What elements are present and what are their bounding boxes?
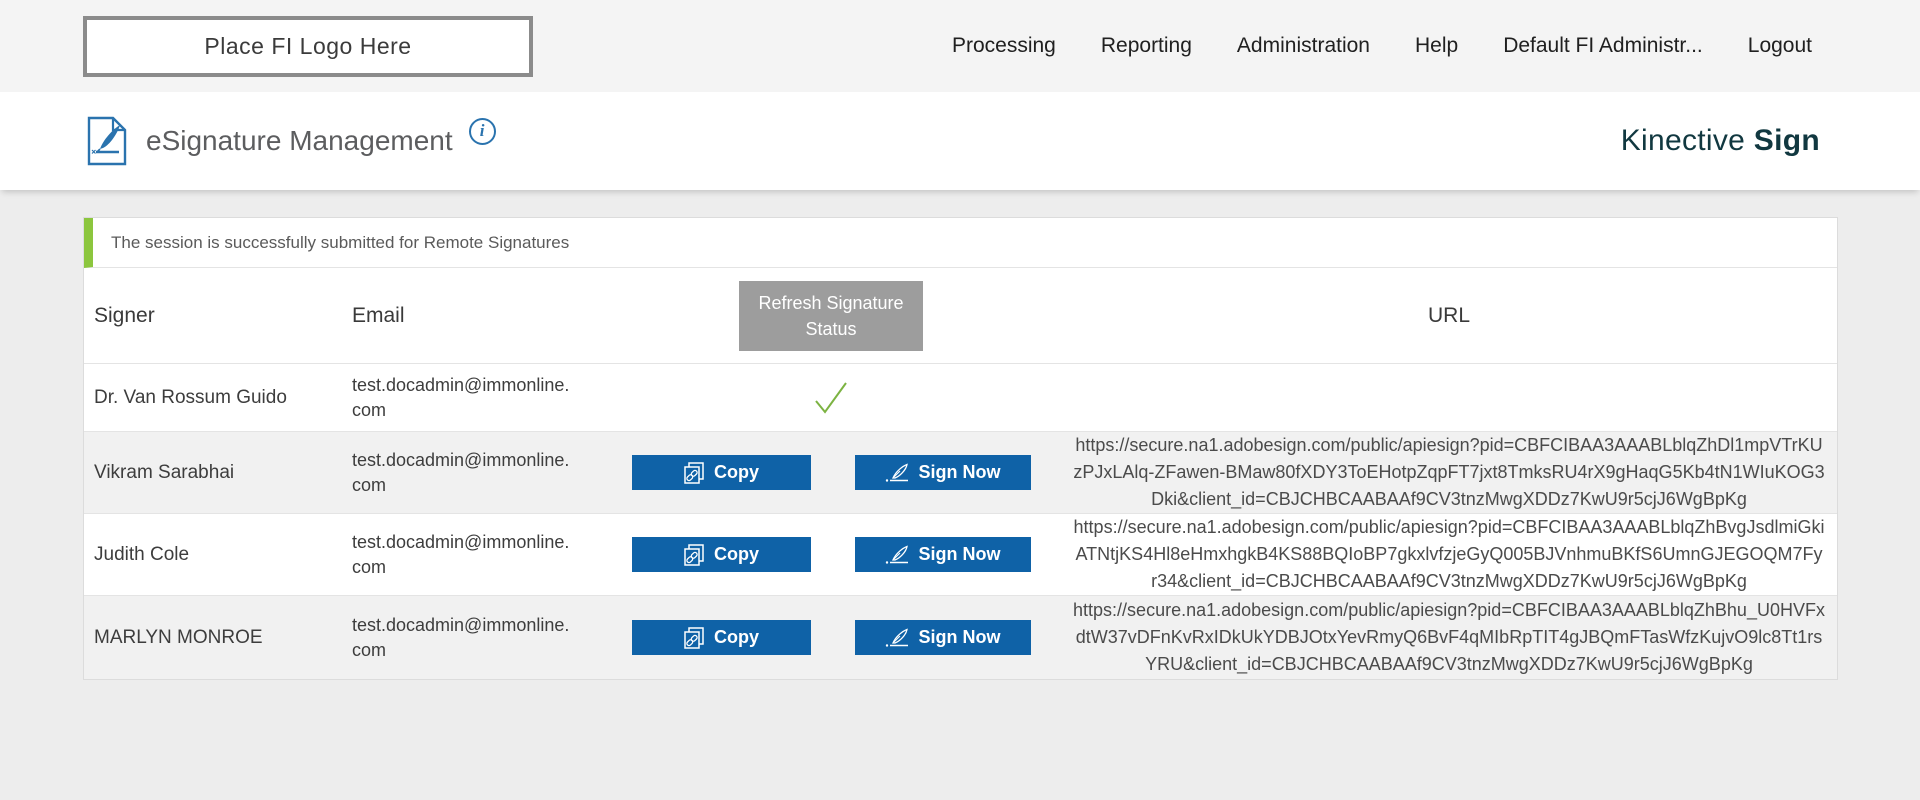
table-row: Dr. Van Rossum Guido test.docadmin@immon…	[84, 363, 1837, 431]
signature-status-cell: Copy Sign Now	[601, 596, 1061, 679]
signing-url: https://secure.na1.adobesign.com/public/…	[1073, 435, 1825, 509]
nav-item-current-user[interactable]: Default FI Administr...	[1503, 34, 1703, 57]
column-header-signer: Signer	[94, 303, 155, 327]
info-icon[interactable]: i	[468, 117, 496, 145]
sign-now-button[interactable]: Sign Now	[854, 455, 1031, 490]
signing-url: https://secure.na1.adobesign.com/public/…	[1073, 600, 1825, 674]
table-row: MARLYN MONROE test.docadmin@immonline.co…	[84, 595, 1837, 679]
quill-icon	[885, 462, 908, 482]
fi-logo-text: Place FI Logo Here	[204, 32, 412, 59]
brand-logo: Kinective Sign	[1621, 124, 1820, 158]
signer-email: test.docadmin@immonline.com	[352, 449, 570, 495]
top-navigation-bar: Place FI Logo Here Processing Reporting …	[0, 0, 1920, 92]
table-row: Vikram Sarabhai test.docadmin@immonline.…	[84, 431, 1837, 513]
nav-item-logout[interactable]: Logout	[1747, 34, 1812, 57]
sign-now-button-label: Sign Now	[918, 462, 1001, 482]
nav-item-administration[interactable]: Administration	[1236, 34, 1370, 57]
signer-name: Vikram Sarabhai	[94, 461, 235, 483]
brand-name-bold: Sign	[1753, 124, 1820, 157]
table-row: Judith Cole test.docadmin@immonline.com …	[84, 513, 1837, 595]
copy-button-label: Copy	[714, 627, 759, 647]
signature-status-cell: Copy Sign Now	[601, 514, 1061, 595]
nav-item-processing[interactable]: Processing	[951, 34, 1056, 57]
table-header-row: Signer Email Refresh Signature Status UR…	[84, 268, 1837, 363]
copy-link-icon	[684, 461, 704, 484]
signer-email: test.docadmin@immonline.com	[352, 531, 570, 577]
nav-item-reporting[interactable]: Reporting	[1100, 34, 1192, 57]
signing-url: https://secure.na1.adobesign.com/public/…	[1073, 517, 1825, 591]
signer-name: Dr. Van Rossum Guido	[94, 386, 287, 408]
sign-now-button[interactable]: Sign Now	[854, 537, 1031, 572]
quill-icon	[885, 544, 908, 564]
success-alert-text: The session is successfully submitted fo…	[111, 232, 570, 252]
column-header-email: Email	[352, 303, 405, 327]
fi-logo-placeholder: Place FI Logo Here	[83, 15, 533, 77]
column-header-status: Refresh Signature Status	[601, 268, 1061, 363]
checkmark-icon	[815, 381, 847, 414]
copy-button-label: Copy	[714, 544, 759, 564]
copy-button-label: Copy	[714, 462, 759, 482]
copy-url-button[interactable]: Copy	[631, 620, 811, 655]
signing-url	[1061, 364, 1837, 431]
signature-status-cell: Copy Sign Now	[601, 432, 1061, 513]
document-signature-icon	[87, 116, 127, 166]
signer-name: Judith Cole	[94, 543, 190, 565]
quill-icon	[885, 627, 908, 647]
nav-links: Processing Reporting Administration Help…	[952, 34, 1812, 58]
copy-url-button[interactable]: Copy	[631, 537, 811, 572]
signer-name: MARLYN MONROE	[94, 626, 263, 648]
sign-now-button-label: Sign Now	[918, 544, 1001, 564]
signer-email: test.docadmin@immonline.com	[352, 374, 570, 420]
page-title: eSignature Management	[146, 125, 453, 156]
sign-now-button-label: Sign Now	[918, 627, 1001, 647]
page-title-bar: eSignature Management i Kinective Sign	[0, 92, 1920, 190]
esignature-session-panel: The session is successfully submitted fo…	[83, 217, 1838, 680]
sign-now-button[interactable]: Sign Now	[854, 620, 1031, 655]
copy-link-icon	[684, 626, 704, 649]
main-content: The session is successfully submitted fo…	[0, 190, 1920, 800]
nav-item-help[interactable]: Help	[1414, 34, 1459, 57]
brand-name-regular: Kinective	[1620, 124, 1746, 157]
success-alert: The session is successfully submitted fo…	[84, 218, 1837, 268]
copy-link-icon	[684, 543, 704, 566]
refresh-signature-status-button[interactable]: Refresh Signature Status	[739, 280, 923, 351]
signer-email: test.docadmin@immonline.com	[352, 614, 570, 660]
column-header-url: URL	[1427, 303, 1470, 327]
signature-status-cell	[601, 364, 1061, 431]
copy-url-button[interactable]: Copy	[631, 455, 811, 490]
